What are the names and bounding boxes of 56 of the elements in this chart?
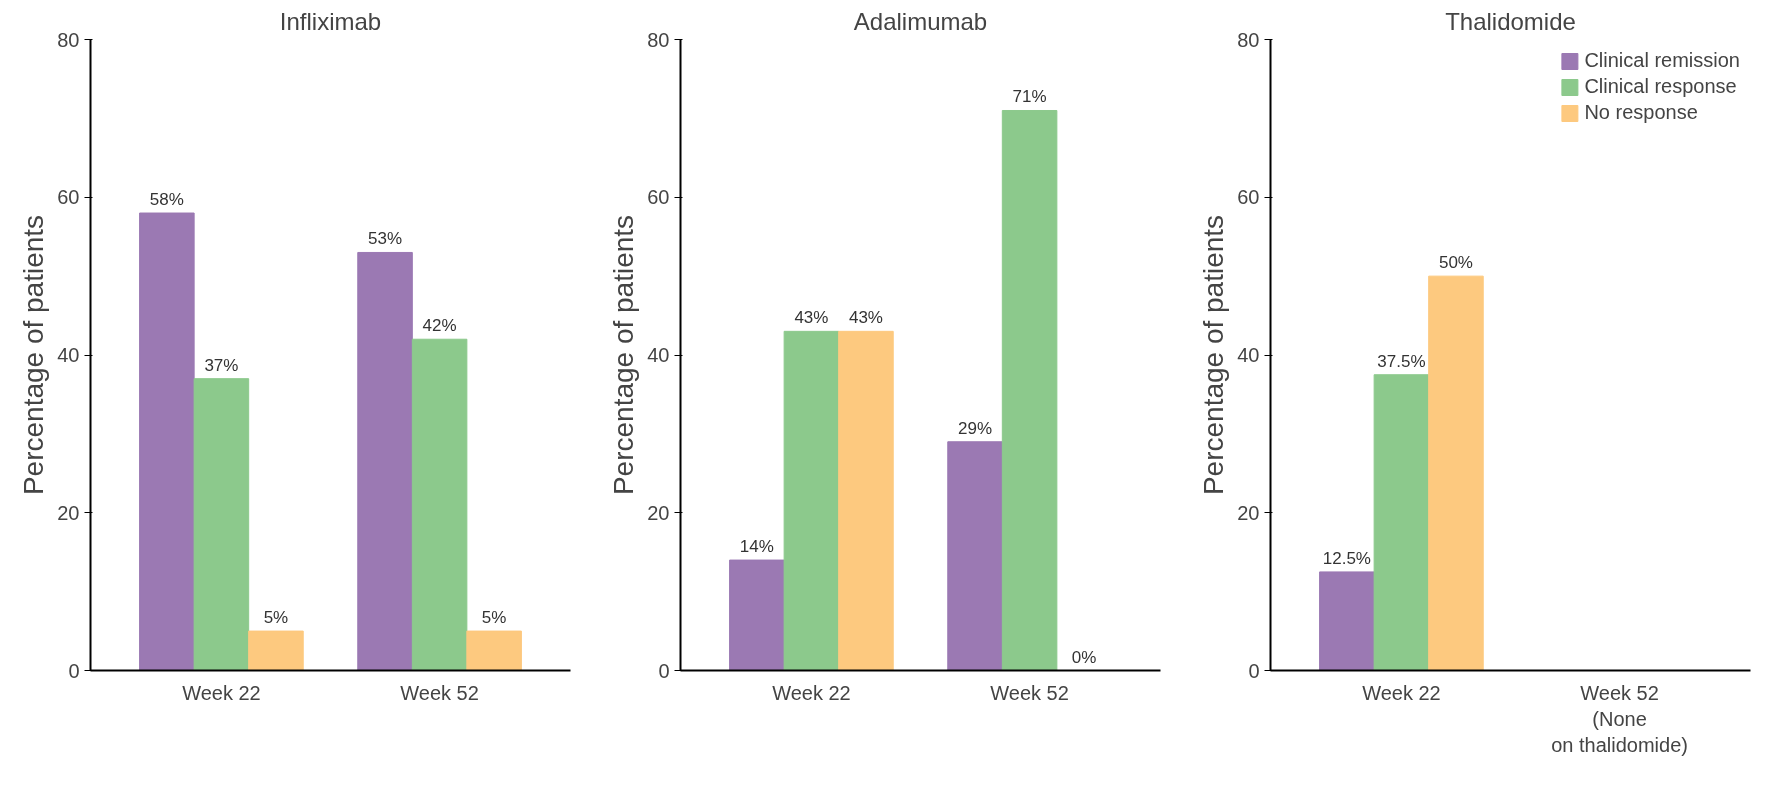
bar [411,338,468,671]
x-tick-label: Week 52 (None on thalidomide) [1551,681,1688,757]
x-tick-label: Week 52 [990,681,1069,704]
y-tick-label: 80 [647,28,670,51]
data-label: 50% [1438,253,1473,273]
bar [838,330,894,671]
bar [783,330,840,671]
x-tick-label: Week 22 [772,681,851,704]
chart-title: Thalidomide [1445,7,1576,35]
data-label: 71% [1012,87,1047,107]
chart-title: Adalimumab [853,7,988,35]
y-tick-label: 0 [658,659,670,682]
y-tick-label: 40 [647,344,670,366]
bar [193,378,250,671]
bar [357,251,413,671]
bar [466,630,522,671]
y-tick-label: 20 [1237,501,1260,524]
data-label: 12.5% [1322,548,1371,568]
y-axis-title: Percentage of patients [18,214,50,496]
bar [729,559,785,671]
y-tick-label: 60 [647,186,670,209]
data-label: 37.5% [1377,351,1426,371]
data-label: 53% [368,229,403,249]
data-label: 14% [739,537,774,557]
x-tick-label: Week 22 [182,681,261,704]
bar [1001,109,1058,671]
y-tick-label: 60 [57,186,80,209]
y-tick-label: 80 [57,28,80,51]
y-tick-label: 60 [1237,186,1260,209]
chart-title: Infliximab [279,7,382,35]
y-axis-title: Percentage of patients [1198,214,1230,496]
data-label: 0% [1071,647,1097,667]
y-tick-label: 0 [1248,659,1260,682]
legend-label: Clinical response [1584,75,1737,98]
y-tick-label: 20 [647,501,670,524]
y-tick-label: 40 [1237,344,1260,366]
y-tick-label: 80 [1237,28,1260,51]
bar [947,441,1003,671]
data-label: 58% [149,190,184,210]
x-tick-label: Week 52 [400,681,479,704]
y-axis-title: Percentage of patients [608,214,640,496]
data-label: 5% [263,608,289,628]
data-label: 29% [958,418,993,438]
data-label: 42% [422,316,457,336]
legend-label: Clinical remission [1584,49,1740,72]
bar [139,212,195,671]
data-label: 5% [481,608,507,628]
data-label: 43% [794,308,829,328]
x-tick-label: Week 22 [1362,681,1441,704]
data-label: 43% [848,308,883,328]
data-label: 37% [204,355,239,375]
legend-label: No response [1584,101,1698,124]
bar [248,630,304,671]
y-tick-label: 40 [57,344,80,366]
y-tick-label: 0 [68,659,80,682]
y-tick-label: 20 [57,501,80,524]
